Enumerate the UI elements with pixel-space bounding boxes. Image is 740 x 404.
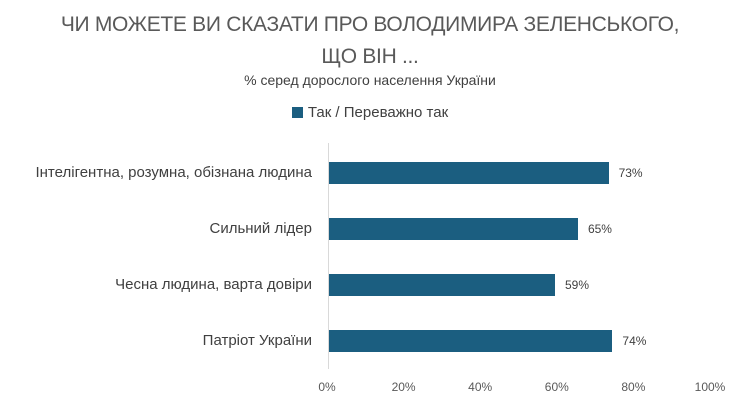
value-label: 59% bbox=[564, 278, 589, 292]
chart-subtitle: % серед дорослого населення України bbox=[244, 72, 496, 88]
legend-swatch bbox=[291, 107, 303, 118]
bar bbox=[329, 218, 578, 240]
legend: Так / Переважно так bbox=[0, 104, 740, 121]
value-label: 74% bbox=[622, 334, 647, 348]
bar bbox=[329, 274, 555, 296]
bar bbox=[329, 330, 613, 352]
value-label: 73% bbox=[618, 166, 643, 180]
legend-label: Так / Переважно так bbox=[307, 104, 449, 121]
chart-title-line1: ЧИ МОЖЕТЕ ВИ СКАЗАТИ ПРО ВОЛОДИМИРА ЗЕЛЕ… bbox=[60, 13, 680, 36]
x-tick-label: 0% bbox=[318, 380, 336, 394]
x-tick-label: 20% bbox=[391, 380, 416, 394]
x-tick-label: 80% bbox=[621, 380, 646, 394]
y-axis-line bbox=[328, 143, 329, 369]
value-label: 65% bbox=[587, 222, 612, 236]
chart-title-line2: ЩО ВІН ... bbox=[321, 45, 419, 68]
x-tick-label: 60% bbox=[544, 380, 569, 394]
category-label: Сильний лідер bbox=[209, 220, 312, 237]
category-label: Чесна людина, варта довіри bbox=[115, 276, 312, 293]
category-label: Інтелігентна, розумна, обізнана людина bbox=[35, 164, 312, 181]
category-label: Патріот України bbox=[202, 332, 312, 349]
x-tick-label: 40% bbox=[468, 380, 493, 394]
bar bbox=[329, 162, 609, 184]
x-tick-label: 100% bbox=[694, 380, 726, 394]
